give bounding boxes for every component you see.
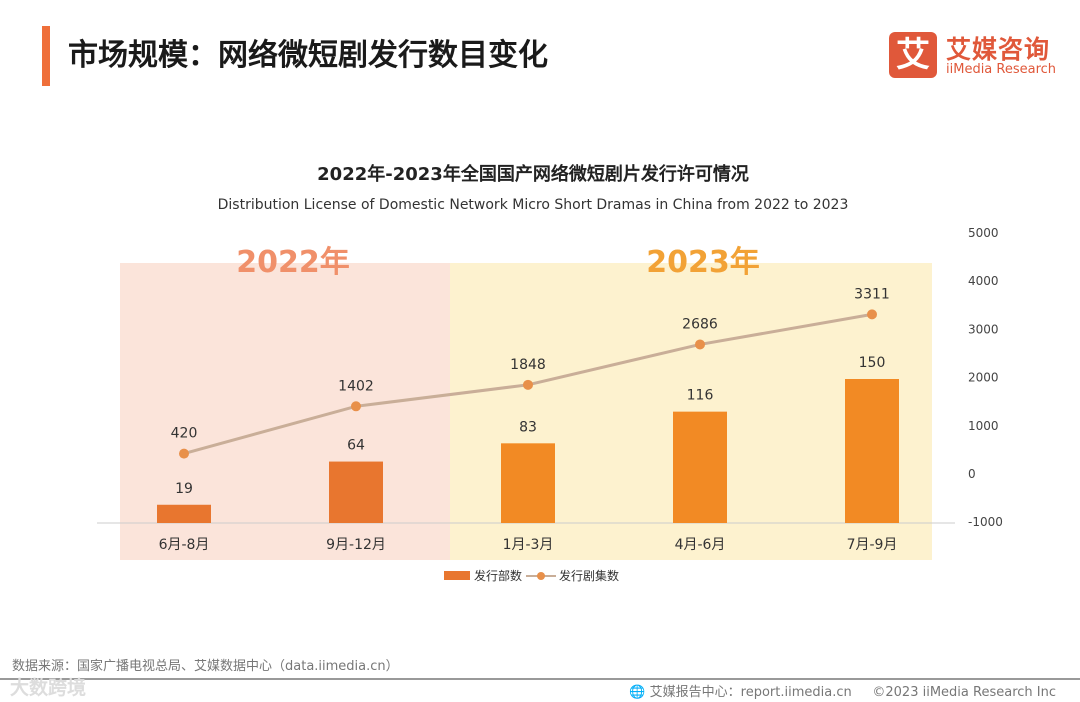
category-label: 7月-9月 [847, 537, 898, 553]
line-point [523, 379, 533, 390]
period-label-2023: 2023年 [646, 245, 760, 280]
logo-name-cn: 艾媒咨询 [946, 35, 1051, 64]
right-axis-tick: 0 [968, 467, 976, 481]
right-axis-tick: 1000 [968, 419, 999, 433]
title-accent-bar [42, 26, 50, 86]
bar-value-label: 116 [687, 388, 714, 404]
report-link[interactable]: 艾媒报告中心：report.iimedia.cn [649, 685, 852, 700]
period-label-2022: 2022年 [236, 245, 350, 280]
footer-divider [0, 678, 1080, 680]
bar-value-label: 19 [175, 481, 193, 497]
category-label: 1月-3月 [503, 537, 554, 553]
bar-value-label: 83 [519, 419, 537, 435]
bar [501, 443, 555, 523]
line-value-label: 1402 [338, 378, 374, 394]
category-label: 4月-6月 [675, 537, 726, 553]
legend-bar-label: 发行部数 [474, 568, 522, 583]
page-title: 市场规模：网络微短剧发行数目变化 [68, 38, 548, 73]
right-axis-tick: 5000 [968, 226, 999, 240]
bar-value-label: 150 [859, 355, 886, 371]
globe-icon: 🌐 [629, 685, 646, 700]
line-value-label: 2686 [682, 316, 718, 332]
line-point [867, 309, 877, 320]
chart: 2022年 2023年 2022年-2023年全国国产网络微短剧片发行许可情况 Dis… [97, 163, 1003, 583]
bar [329, 461, 383, 523]
line-point [351, 401, 361, 412]
right-axis-tick: 2000 [968, 371, 999, 385]
legend-line-label: 发行剧集数 [559, 568, 619, 583]
bar [673, 411, 727, 523]
bar-value-label: 64 [347, 438, 365, 454]
line-value-label: 420 [171, 426, 198, 442]
footer-info: 🌐 艾媒报告中心：report.iimedia.cn ©2023 iiMedia… [629, 681, 1056, 700]
bar [157, 504, 211, 523]
watermark: 大数跨境 [10, 677, 87, 699]
line-value-label: 3311 [854, 286, 890, 302]
right-axis-tick: 3000 [968, 322, 999, 336]
data-source: 数据来源：国家广播电视总局、艾媒数据中心（data.iimedia.cn） [12, 659, 399, 674]
right-axis-tick: 4000 [968, 274, 999, 288]
category-label: 9月-12月 [326, 537, 386, 553]
logo-name-en: iiMedia Research [946, 62, 1057, 77]
line-point [695, 339, 705, 350]
category-label: 6月-8月 [159, 537, 210, 553]
chart-title: 2022年-2023年全国国产网络微短剧片发行许可情况 [317, 163, 749, 185]
logo-icon: 艾 [889, 32, 937, 78]
line-value-label: 1848 [510, 357, 546, 373]
legend-line-dot [537, 572, 545, 580]
right-axis-tick: -1000 [968, 515, 1003, 529]
line-point [179, 448, 189, 459]
bar [845, 379, 899, 523]
copyright: ©2023 iiMedia Research Inc [872, 685, 1056, 700]
chart-subtitle: Distribution License of Domestic Network… [218, 197, 849, 213]
legend-bar-swatch [444, 571, 470, 580]
